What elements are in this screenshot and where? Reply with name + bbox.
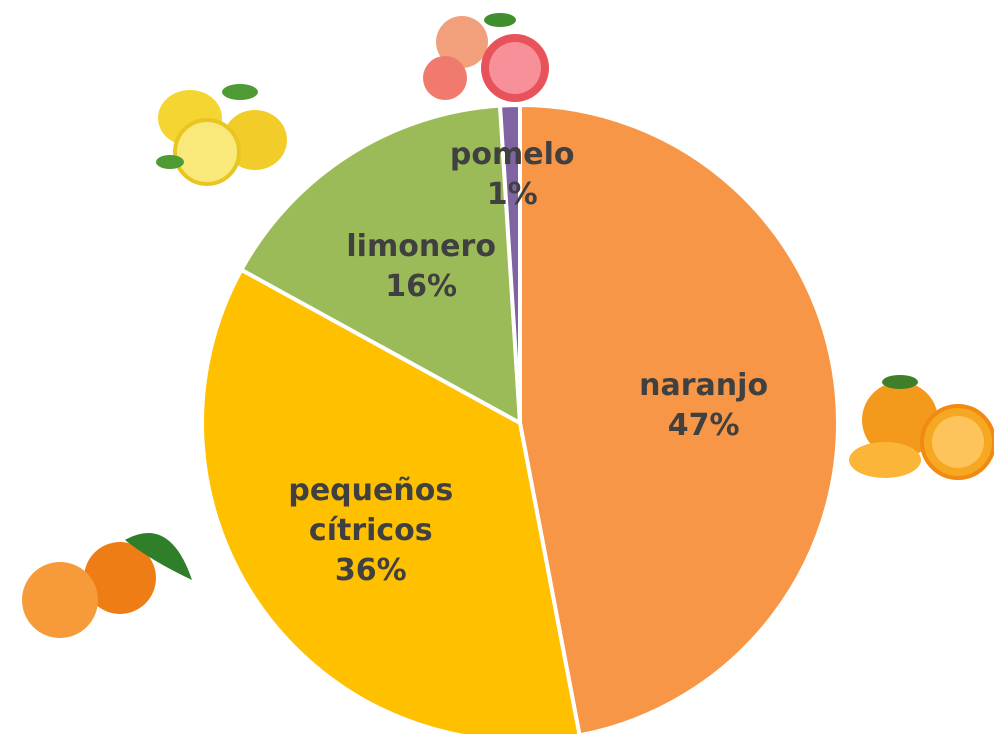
grapefruit-illustration xyxy=(423,13,549,102)
category-label: naranjo xyxy=(609,366,799,406)
orange-illustration xyxy=(849,375,994,478)
lemon-illustration xyxy=(156,84,287,184)
category-label: pequeños cítricos xyxy=(276,471,466,551)
value-label: 1% xyxy=(417,175,607,215)
value-label: 47% xyxy=(609,406,799,446)
mandarin-illustration xyxy=(22,533,192,638)
category-label: pomelo xyxy=(417,135,607,175)
category-label: limonero xyxy=(326,227,516,267)
page: naranjo47% pequeños cítricos36% limonero16… xyxy=(0,0,994,734)
value-label: 16% xyxy=(326,267,516,307)
chart xyxy=(0,0,994,734)
value-label: 36% xyxy=(276,551,466,591)
